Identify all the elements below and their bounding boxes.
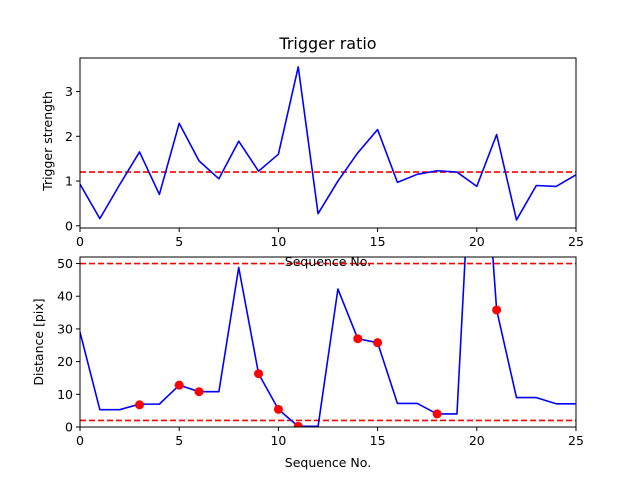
bottom-marker-point (135, 400, 145, 410)
top-x-tick-label: 20 (469, 234, 485, 249)
bottom-marker-point (273, 404, 283, 414)
bottom-marker-point (254, 369, 264, 379)
bottom-y-tick-label: 50 (57, 256, 73, 271)
top-plot-area: 0 5 10 15 20 25 0 1 2 3 (65, 57, 584, 249)
top-x-tick-label: 10 (270, 234, 286, 249)
top-y-tick-label: 0 (65, 218, 73, 233)
bottom-data-layer (80, 257, 576, 427)
bottom-y-tick-label: 30 (57, 321, 73, 336)
bottom-marker-point (373, 338, 383, 348)
top-x-tick-label: 5 (175, 234, 183, 249)
bottom-x-tick-label: 10 (270, 433, 286, 448)
bottom-x-tick-label: 15 (370, 433, 386, 448)
bottom-x-tick-label: 25 (568, 433, 584, 448)
bottom-marker-point (432, 409, 442, 419)
bottom-marker-point (174, 380, 184, 390)
bottom-x-tick-label: 20 (469, 433, 485, 448)
bottom-axes-frame (79, 256, 577, 428)
top-y-tick-label: 2 (65, 129, 73, 144)
top-x-axis-label: Sequence No. (285, 254, 371, 269)
bottom-y-axis-label: Distance [pix] (31, 298, 46, 385)
bottom-marker-point (194, 387, 204, 397)
bottom-x-tick-label: 0 (76, 433, 84, 448)
bottom-marker-point (492, 305, 502, 315)
top-x-tick-label: 25 (568, 234, 584, 249)
top-chart-title: Trigger ratio (278, 34, 376, 53)
top-data-layer (80, 66, 576, 221)
top-y-tick-label: 1 (65, 174, 73, 189)
top-x-tick-label: 15 (370, 234, 386, 249)
top-x-tick-label: 0 (76, 234, 84, 249)
bottom-x-tick-label: 5 (175, 433, 183, 448)
bottom-series-line (80, 257, 576, 427)
bottom-marker-point (293, 421, 303, 427)
bottom-y-tick-label: 20 (57, 354, 73, 369)
bottom-y-tick-label: 40 (57, 289, 73, 304)
top-y-axis-label: Trigger strength (40, 91, 55, 192)
top-axes-frame (79, 57, 577, 229)
top-y-tick-label: 3 (65, 84, 73, 99)
bottom-x-axis-label: Sequence No. (285, 455, 371, 470)
bottom-y-tick-label: 10 (57, 387, 73, 402)
top-series-line (80, 66, 576, 221)
bottom-plot-area: 0 5 10 15 20 25 0 10 20 30 40 50 (57, 256, 584, 448)
bottom-marker-point (353, 334, 363, 344)
bottom-y-tick-label: 0 (65, 420, 73, 435)
